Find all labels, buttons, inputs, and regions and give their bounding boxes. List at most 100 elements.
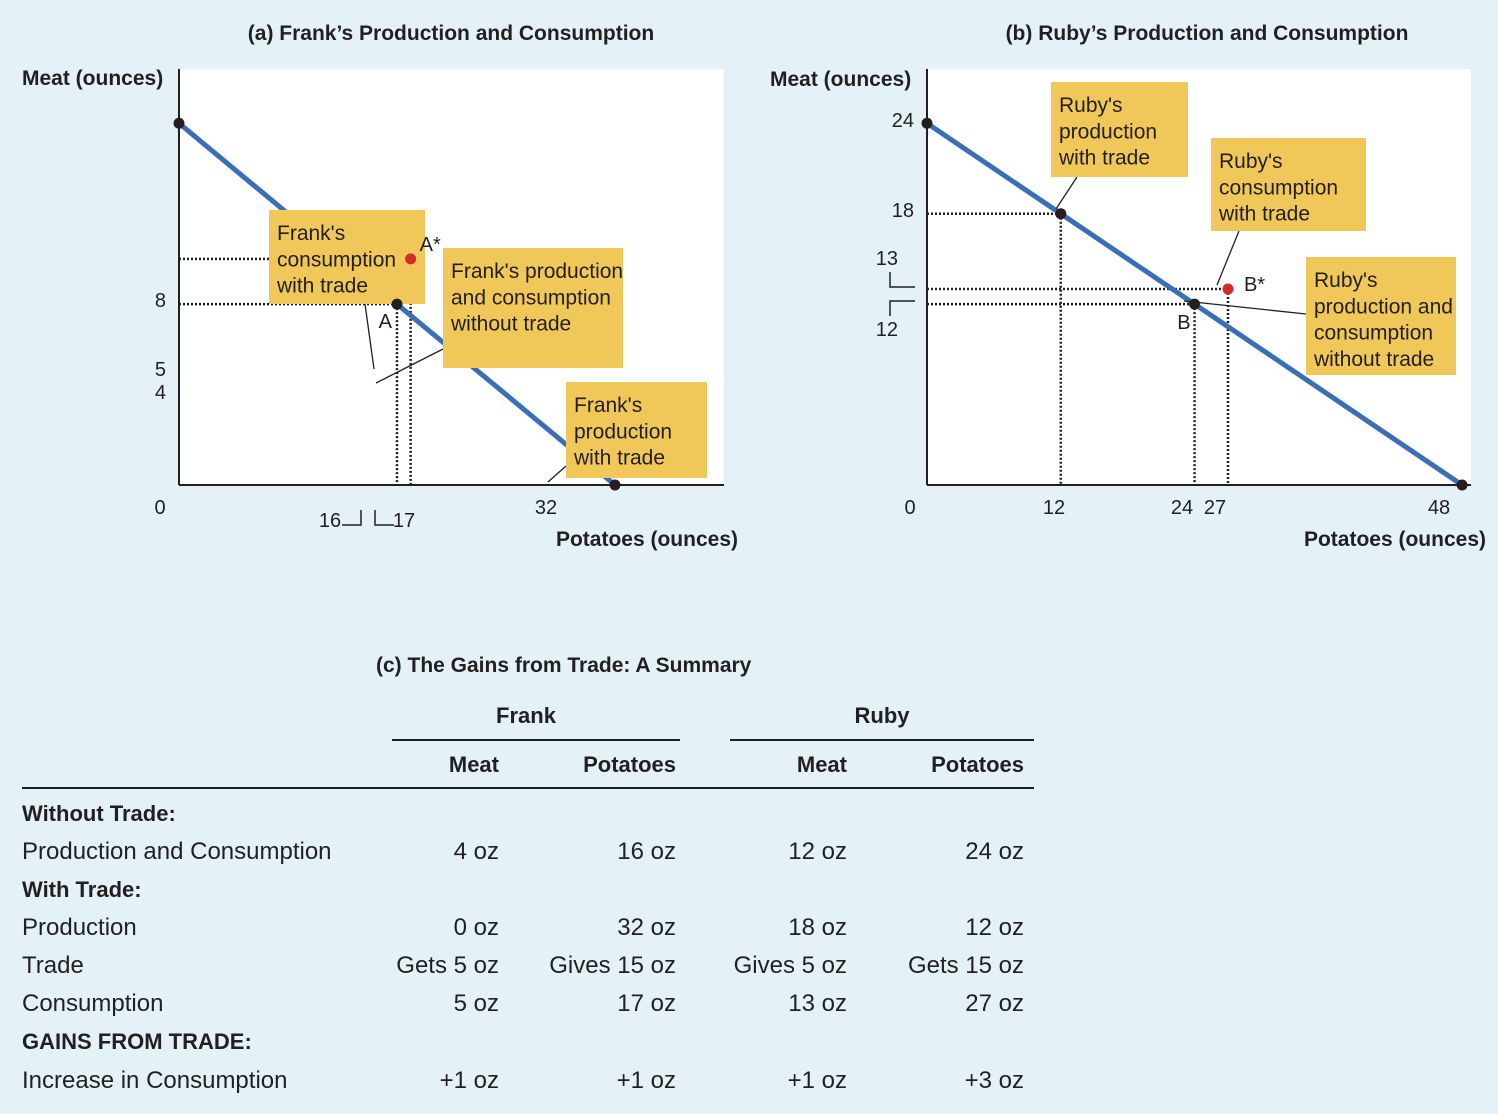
- chart2-callout-text-1-2: with trade: [1218, 203, 1310, 226]
- chart1-point-2: [405, 253, 417, 265]
- table-row-label-2: Trade: [22, 952, 84, 979]
- table-group-ruby: Ruby: [854, 703, 910, 728]
- table-row-label-4: Increase in Consumption: [22, 1067, 288, 1094]
- chart2-callout-box-2: [1306, 257, 1456, 375]
- chart2-point-label-2: B: [1177, 312, 1190, 334]
- chart2-point-2: [1189, 298, 1201, 310]
- chart1-x-tick-16-leader: [342, 510, 362, 526]
- chart1-callout-leader-1: [375, 348, 444, 384]
- table-cell-1-3: 12 oz: [965, 914, 1024, 941]
- table-cell-2-3: Gets 15 oz: [907, 952, 1024, 979]
- chart2-callout-text-1-0: Ruby's: [1219, 150, 1283, 173]
- chart1-y-axis-label: Meat (ounces): [22, 67, 163, 90]
- chart2-callout-text-1-1: consumption: [1219, 176, 1338, 199]
- chart1-y-tick-4: 4: [155, 382, 166, 404]
- table-cell-1-2: 18 oz: [788, 914, 847, 941]
- table-cell-1-0: 0 oz: [453, 914, 499, 941]
- table-cell-0-1: 16 oz: [617, 838, 676, 865]
- table-cell-2-2: Gives 5 oz: [733, 952, 847, 979]
- chart2-y-tick-13-leader: [889, 272, 915, 288]
- table-cell-3-0: 5 oz: [453, 990, 499, 1017]
- chart1-x-axis-label: Potatoes (ounces): [556, 528, 738, 551]
- chart1-callout-text-0-2: with trade: [276, 275, 368, 298]
- chart1-point-0: [173, 117, 185, 129]
- chart2-y-tick-18: 18: [892, 200, 914, 222]
- chart1-callout-text-2-2: with trade: [573, 447, 665, 470]
- chart1-x-tick-0: 0: [154, 497, 165, 519]
- chart1-point-label-1: A: [379, 311, 393, 333]
- chart1-x-tick-16: 16: [319, 510, 341, 532]
- chart2-callout-leader-1: [1216, 230, 1240, 286]
- chart1-callout-text-1-1: and consumption: [451, 286, 611, 309]
- table-section-heading-1: With Trade:: [22, 877, 142, 902]
- table-section-heading-0: Without Trade:: [22, 801, 176, 826]
- chart1-x-tick-17: 17: [393, 510, 415, 532]
- chart2-callout-text-2-1: production and: [1314, 295, 1453, 318]
- chart2-x-tick-24: 24: [1171, 497, 1193, 519]
- chart1-callout-box-2: [566, 382, 707, 478]
- table-cell-2-1: Gives 15 oz: [549, 952, 676, 979]
- table-col-header-3: Potatoes: [931, 752, 1024, 777]
- chart2-point-label-3: B*: [1244, 274, 1265, 296]
- table-cell-3-3: 27 oz: [965, 990, 1024, 1017]
- chart1-callout-text-0-0: Frank's: [277, 222, 345, 245]
- table-row-label-1: Production: [22, 914, 137, 941]
- table-group-rule-ruby: [730, 739, 1034, 741]
- chart1-point-3: [609, 479, 621, 491]
- table-cell-0-3: 24 oz: [965, 838, 1024, 865]
- chart2-callout-text-0-1: production: [1059, 120, 1157, 143]
- chart1-x-tick-32: 32: [535, 497, 557, 519]
- chart1-callout-box-1: [443, 248, 623, 368]
- chart2-y-tick-13: 13: [876, 248, 898, 270]
- table-col-header-2: Meat: [796, 752, 847, 777]
- chart1-x-tick-17-leader: [374, 510, 394, 526]
- chart2-callout-text-2-2: consumption: [1314, 322, 1433, 345]
- chart2-callout-box-1: [1211, 138, 1366, 231]
- chart2-callout-text-2-3: without trade: [1313, 348, 1434, 371]
- table-section-heading-2: GAINS FROM TRADE:: [22, 1029, 252, 1054]
- chart2-y-tick-12: 12: [876, 319, 898, 341]
- chart1-callout-box-0: [269, 210, 425, 304]
- chart1-y-tick-5: 5: [155, 359, 166, 381]
- table-cell-4-0: +1 oz: [439, 1067, 499, 1094]
- table-cell-2-0: Gets 5 oz: [396, 952, 499, 979]
- chart2-x-tick-0: 0: [904, 497, 915, 519]
- chart2-x-axis-label: Potatoes (ounces): [1304, 528, 1486, 551]
- chart1-title: (a) Frank’s Production and Consumption: [248, 22, 654, 45]
- chart2-callout-text-0-0: Ruby's: [1059, 94, 1123, 117]
- table-col-header-1: Potatoes: [583, 752, 676, 777]
- charts-svg: (a) Frank’s Production and Consumption Me…: [22, 22, 1486, 551]
- chart2-y-axis-label: Meat (ounces): [770, 68, 911, 91]
- chart2-callout-text-2-0: Ruby's: [1314, 269, 1378, 292]
- table-row-label-0: Production and Consumption: [22, 838, 332, 865]
- chart1-callout-text-2-0: Frank's: [574, 394, 642, 417]
- table-cell-4-2: +1 oz: [787, 1067, 847, 1094]
- table-cell-0-2: 12 oz: [788, 838, 847, 865]
- chart2-callout-leader-2: [1183, 300, 1307, 315]
- chart1-y-tick-8: 8: [155, 290, 166, 312]
- table-cell-3-2: 13 oz: [788, 990, 847, 1017]
- chart1-callout-leader-0: [364, 303, 375, 370]
- chart2-y-tick-24: 24: [892, 110, 914, 132]
- table-title: (c) The Gains from Trade: A Summary: [376, 654, 752, 677]
- table-cell-3-1: 17 oz: [617, 990, 676, 1017]
- table-cell-4-3: +3 oz: [964, 1067, 1024, 1094]
- chart2-point-1: [1055, 208, 1067, 220]
- chart2-x-tick-12: 12: [1043, 497, 1065, 519]
- chart2-point-0: [921, 117, 933, 129]
- table-group-frank: Frank: [496, 703, 556, 728]
- chart2-x-tick-48: 48: [1428, 497, 1450, 519]
- chart1-callout-text-2-1: production: [574, 420, 672, 443]
- chart2-y-tick-12-leader: [889, 300, 915, 316]
- chart1-callout-text-0-1: consumption: [277, 248, 396, 271]
- chart2-callout-box-0: [1051, 82, 1188, 177]
- chart2-point-3: [1222, 283, 1234, 295]
- chart1-callout-text-1-2: without trade: [450, 313, 571, 336]
- chart2-callout-text-0-2: with trade: [1058, 147, 1150, 170]
- chart1-point-label-2: A*: [420, 234, 441, 256]
- table-cell-1-1: 32 oz: [617, 914, 676, 941]
- table-row-label-3: Consumption: [22, 990, 164, 1017]
- chart2-point-4: [1456, 479, 1468, 491]
- chart1-callout-leader-2: [547, 465, 567, 483]
